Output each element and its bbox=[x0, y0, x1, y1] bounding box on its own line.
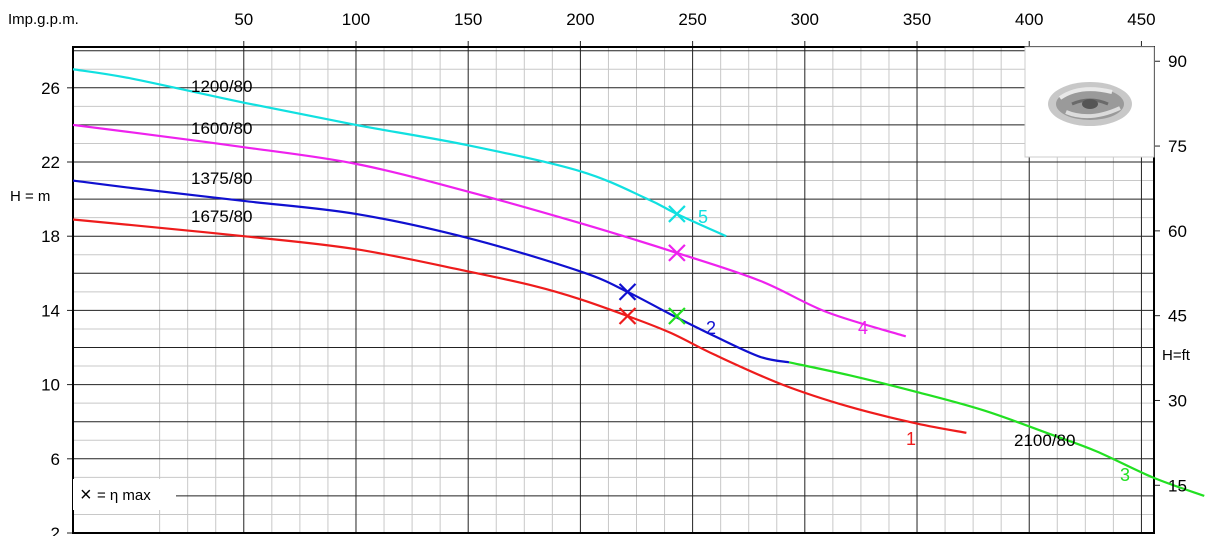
eta-max-marker-2 bbox=[618, 283, 637, 301]
y-left-tick-label: 10 bbox=[41, 376, 60, 395]
y-right-tick-label: 60 bbox=[1168, 222, 1187, 241]
y-right-tick-label: 30 bbox=[1168, 391, 1187, 410]
curve-number-2: 2 bbox=[706, 318, 716, 338]
curve-1 bbox=[72, 218, 967, 434]
curve-3 bbox=[788, 361, 1205, 497]
eta-legend-text: = η max bbox=[97, 487, 151, 504]
curve-5 bbox=[72, 68, 727, 238]
impeller-label-1675: 1675/80 bbox=[191, 207, 252, 226]
impeller-label-1375: 1375/80 bbox=[191, 169, 252, 188]
grid bbox=[67, 41, 1160, 534]
x-tick-label: 250 bbox=[678, 10, 706, 29]
y-axis-right-label: H=ft bbox=[1162, 347, 1191, 364]
y-left-tick-label: 18 bbox=[41, 227, 60, 246]
y-right-tick-label: 90 bbox=[1168, 52, 1187, 71]
eta-legend-marker: × bbox=[80, 484, 92, 506]
x-tick-label: 50 bbox=[234, 10, 253, 29]
x-tick-label: 400 bbox=[1015, 10, 1043, 29]
y-right-tick-label: 15 bbox=[1168, 476, 1187, 495]
curve-2 bbox=[72, 179, 790, 364]
x-tick-label: 450 bbox=[1127, 10, 1155, 29]
x-tick-label: 150 bbox=[454, 10, 482, 29]
plot-frame bbox=[72, 46, 1155, 534]
labels: 50 100 150 200 250 300 350 400 45026101418222615… bbox=[41, 10, 1187, 536]
curves bbox=[72, 68, 1205, 497]
x-tick-label: 300 bbox=[791, 10, 819, 29]
y-right-tick-label: 45 bbox=[1168, 307, 1187, 326]
x-axis-label: Imp.g.p.m. bbox=[8, 11, 79, 28]
y-left-tick-label: 22 bbox=[41, 153, 60, 172]
x-tick-label: 350 bbox=[903, 10, 931, 29]
y-left-tick-label: 26 bbox=[41, 79, 60, 98]
eta-max-marker-4 bbox=[668, 244, 686, 262]
eta-max-marker-5 bbox=[668, 205, 686, 223]
impeller-label-1200: 1200/80 bbox=[191, 77, 252, 96]
y-axis-left-label: H = m bbox=[10, 188, 50, 205]
eta-max-marker-3 bbox=[668, 307, 686, 325]
impeller-label-1600: 1600/80 bbox=[191, 119, 252, 138]
curve-number-5: 5 bbox=[698, 207, 708, 227]
y-left-tick-label: 14 bbox=[41, 301, 60, 320]
y-left-tick-label: 2 bbox=[51, 524, 60, 536]
curve-number-4: 4 bbox=[858, 318, 868, 338]
curve-number-3: 3 bbox=[1120, 465, 1130, 485]
impeller-label-2100: 2100/80 bbox=[1014, 431, 1075, 450]
curve-4 bbox=[72, 123, 907, 338]
curve-number-1: 1 bbox=[906, 429, 916, 449]
y-left-tick-label: 6 bbox=[51, 450, 60, 469]
pump-impeller-icon bbox=[1024, 46, 1155, 158]
legend: × = η max bbox=[73, 479, 176, 510]
y-right-tick-label: 75 bbox=[1168, 137, 1187, 156]
x-tick-label: 100 bbox=[342, 10, 370, 29]
eta-max-marker-1 bbox=[618, 307, 637, 325]
x-tick-label: 200 bbox=[566, 10, 594, 29]
